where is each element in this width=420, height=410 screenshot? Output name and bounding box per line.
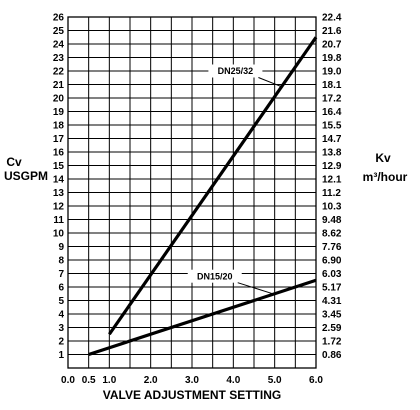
callout-box-dn25-32 [208,64,263,78]
right-tick-label: 6.03 [322,269,342,280]
right-tick-label: 10.3 [322,202,342,213]
left-tick-label: 20 [53,94,65,105]
left-tick-label: 26 [53,13,65,24]
x-tick-label: 4.0 [226,375,240,386]
x-tick-label: 5.0 [268,375,282,386]
grid [68,17,316,368]
left-tick-label: 22 [53,67,65,78]
right-tick-label: 8.62 [322,229,342,240]
right-axis-title-line2: m³/hour [363,170,408,184]
left-tick-label: 18 [53,121,65,132]
right-tick-label: 12.9 [322,161,342,172]
left-tick-label: 16 [53,148,65,159]
right-tick-label: 17.2 [322,94,342,105]
left-tick-label: 25 [53,26,65,37]
left-tick-label: 23 [53,53,65,64]
left-tick-label: 4 [58,310,64,321]
x-tick-label: 0.5 [82,375,96,386]
right-tick-label: 4.31 [322,296,342,307]
x-tick-label: 6.0 [309,375,323,386]
series-label-dn15-20: DN15/20 [197,271,233,281]
right-tick-label: 5.17 [322,283,342,294]
right-tick-label: 13.8 [322,148,342,159]
left-tick-label: 11 [53,215,64,226]
right-tick-label: 22.4 [322,13,342,24]
left-axis-ticks: 1234567891011121314151617181920212223242… [53,13,65,362]
left-tick-label: 24 [53,40,65,51]
left-tick-label: 21 [53,80,65,91]
right-tick-label: 7.76 [322,242,342,253]
left-tick-label: 6 [58,283,64,294]
right-tick-label: 20.7 [322,40,342,51]
right-tick-label: 16.4 [322,107,342,118]
left-tick-label: 7 [58,269,64,280]
right-tick-label: 0.86 [322,350,342,361]
right-tick-label: 12.1 [322,175,342,186]
series-label-dn25-32: DN25/32 [218,66,254,76]
x-tick-label: 3.0 [185,375,199,386]
series-line-dn15-20 [88,278,317,357]
right-tick-label: 18.1 [322,80,342,91]
left-tick-label: 17 [53,134,65,145]
x-tick-label: 1.0 [102,375,116,386]
left-tick-label: 12 [53,202,65,213]
left-tick-label: 1 [58,350,64,361]
right-tick-label: 9.48 [322,215,342,226]
x-tick-label: 0.0 [61,375,75,386]
right-tick-label: 3.45 [322,310,342,321]
callout-leader-dn15-20 [237,282,274,295]
right-tick-label: 11.2 [322,188,341,199]
left-tick-label: 5 [58,296,64,307]
left-axis-title-line2: USGPM [4,169,48,183]
left-tick-label: 8 [58,256,64,267]
right-tick-label: 15.5 [322,121,342,132]
x-tick-label: 2.0 [144,375,158,386]
plot-frame [67,16,317,369]
callout-leader-dn25-32 [258,77,282,88]
x-axis-title: VALVE ADJUSTMENT SETTING [103,388,281,402]
left-tick-label: 3 [58,323,64,334]
left-tick-label: 14 [53,175,65,186]
right-axis-ticks: 0.86 1.72 2.59 3.45 4.31 5.17 6.03 6.90 7.76 8.62… [322,13,342,362]
x-axis-ticks: 0.0 0.5 1.0 2.0 3.0 4.0 5.0 6.0 [61,375,323,386]
left-tick-label: 2 [58,337,64,348]
left-tick-label: 9 [58,242,64,253]
right-tick-label: 2.59 [322,323,342,334]
right-tick-label: 1.72 [322,337,342,348]
right-tick-label: 21.6 [322,26,342,37]
left-tick-label: 15 [53,161,65,172]
right-tick-label: 14.7 [322,134,342,145]
right-tick-label: 19.8 [322,53,342,64]
left-tick-label: 19 [53,107,65,118]
left-axis-title-line1: Cv [6,155,22,169]
left-tick-label: 10 [53,229,65,240]
right-tick-label: 6.90 [322,256,342,267]
right-axis-title-line1: Kv [375,151,391,165]
callout-box-dn15-20 [187,269,242,283]
series-callouts: DN25/32 DN15/20 [187,64,282,295]
left-tick-label: 13 [53,188,65,199]
right-tick-label: 19.0 [322,67,342,78]
